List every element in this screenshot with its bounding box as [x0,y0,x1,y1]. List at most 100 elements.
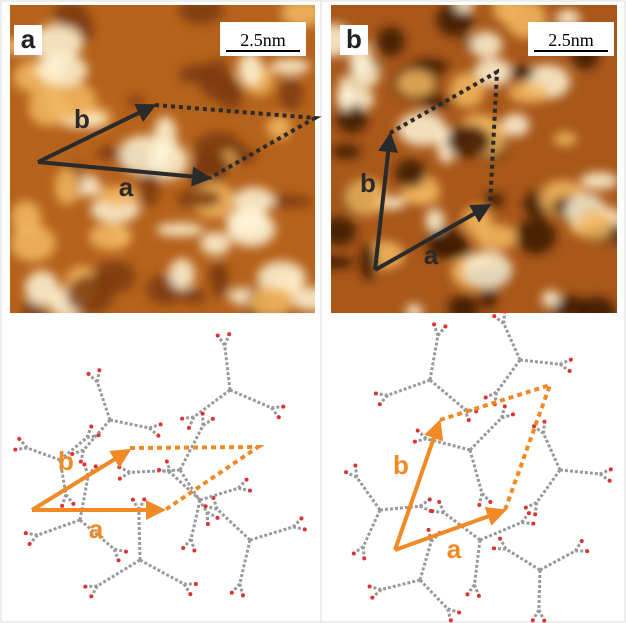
bond [180,470,207,512]
bond [474,540,480,585]
atom [79,460,83,464]
atom [492,546,496,550]
bond [110,420,149,428]
atom [533,512,537,516]
blob [331,144,361,159]
blob [322,217,357,246]
atom [181,546,185,550]
bond [80,476,88,520]
blob [508,82,550,103]
bond [363,510,380,546]
atom [511,412,515,416]
atom [131,498,135,502]
bond [381,580,420,590]
atom [542,619,546,623]
atom [71,502,75,506]
atom [124,550,128,554]
atom [245,478,249,482]
blob [405,304,422,319]
atom [378,402,382,406]
blob [553,132,577,146]
bond [420,542,431,580]
atom [216,334,220,338]
blob [447,125,491,158]
atom [142,497,146,501]
atom [542,420,546,424]
atom [503,404,507,408]
atom [117,558,121,562]
bond [380,506,420,510]
atom [227,332,231,336]
bond [520,360,560,364]
atom [17,437,21,441]
blob [580,172,618,190]
blob [397,191,440,203]
blob [336,104,368,134]
bond [544,434,560,470]
atom [524,506,528,510]
blob [169,258,195,289]
atom [430,509,434,513]
bond [200,488,238,500]
atom [60,504,64,508]
atom [97,368,101,372]
atom [277,415,281,419]
bond [540,551,575,570]
bond [140,560,184,584]
bond [470,450,482,493]
bond [240,540,250,584]
blob [541,290,560,307]
atom [569,358,573,362]
atom [488,500,492,504]
bond [250,527,293,540]
bond [388,380,430,395]
atom [352,552,356,556]
bond [537,470,560,502]
atom [206,522,210,526]
vector-label: b [393,450,409,480]
bond [504,323,520,360]
figure: a 2.5nm b 2.5nm b a b a b a b a [0,0,626,623]
atom [230,591,234,595]
atom [156,434,160,438]
scale-bar-label: 2.5nm [240,30,286,50]
blob [279,78,303,110]
bond [420,580,448,609]
atom [187,426,191,430]
atom [428,498,432,502]
vector-label: a [447,534,462,564]
vector-label: b [58,446,74,476]
vector-label: a [424,240,439,270]
atom [97,433,101,437]
blob [96,146,120,160]
atom [368,585,372,589]
atom [477,503,481,507]
blob [208,265,228,286]
blob [238,52,263,86]
blob [28,88,70,127]
atom [413,440,417,444]
atom [585,549,589,553]
atom [492,314,496,318]
atom [180,417,184,421]
bond [130,470,180,472]
bond [430,380,464,409]
blob [156,223,204,237]
blob [578,296,616,328]
blob [395,159,426,188]
bond [470,418,502,450]
atom [467,418,471,422]
atom [449,618,453,622]
bond [38,520,80,535]
bond [225,345,230,390]
atom [498,537,502,541]
blob [351,58,380,88]
blob [200,232,230,256]
atom [580,539,584,543]
panel-label: a [21,24,36,54]
blob [425,209,444,233]
blob [509,65,535,81]
atom [374,391,378,395]
blob [183,288,206,304]
blob [66,275,113,314]
